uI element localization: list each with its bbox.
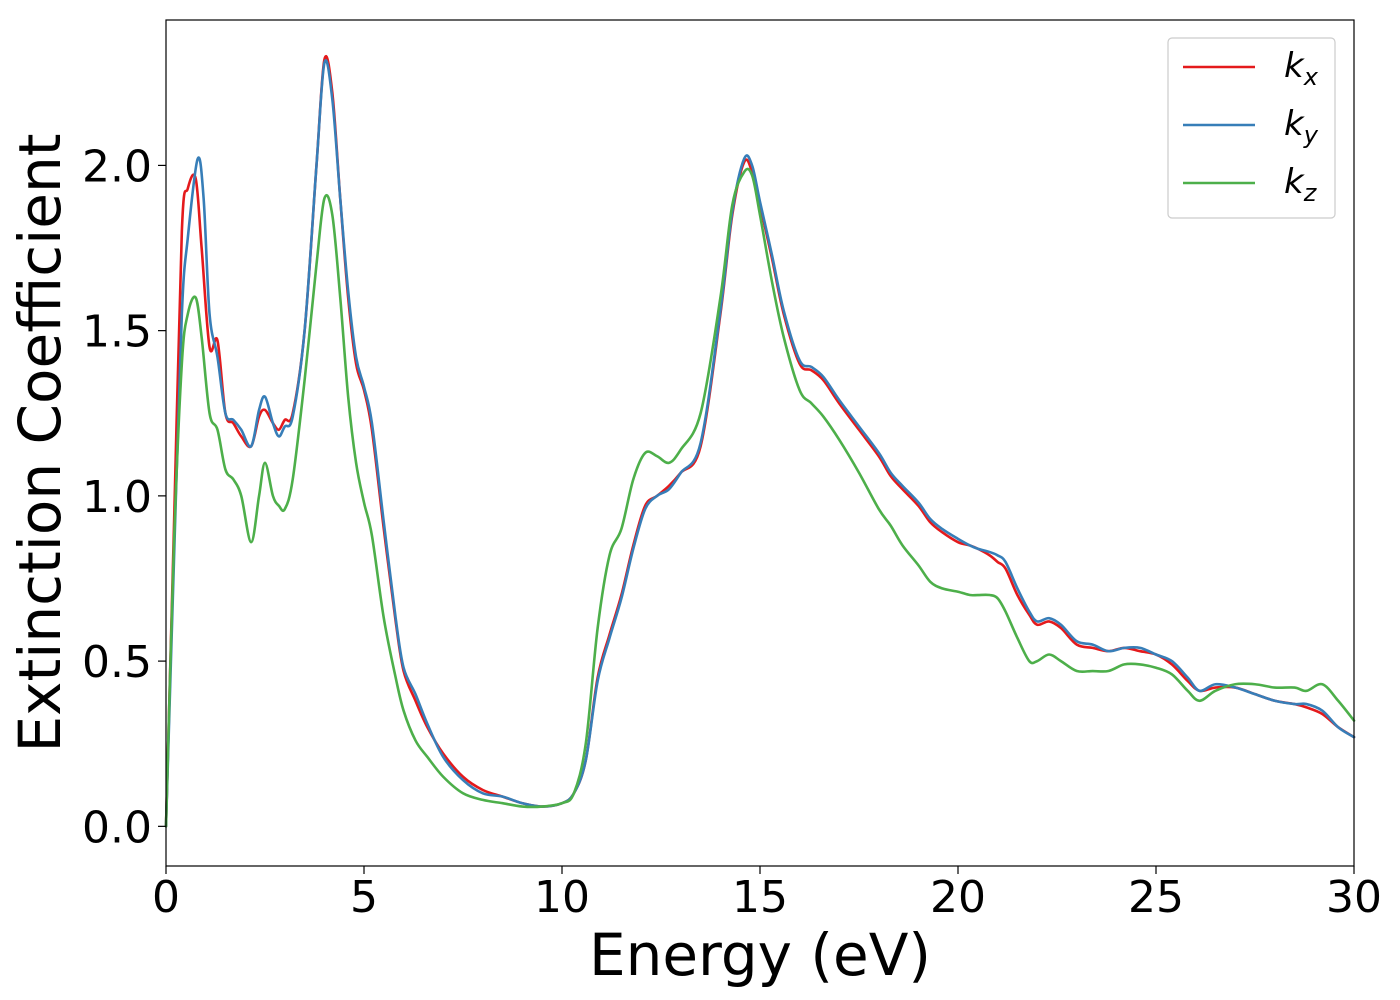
y-axis: 0.0 0.5 1.0 1.5 2.0 [82, 141, 166, 853]
y-axis-title: Extinction Coefficient [6, 134, 74, 753]
legend-box [1167, 37, 1336, 219]
x-tick-label: 10 [534, 872, 590, 923]
x-axis-title: Energy (eV) [589, 921, 931, 989]
x-tick-label: 5 [350, 872, 378, 923]
x-tick-label: 25 [1128, 872, 1184, 923]
series-layer [164, 55, 1356, 828]
series-line-y [164, 59, 1356, 828]
legend: kx ky kz [1167, 37, 1336, 219]
x-tick-label: 20 [930, 872, 986, 923]
y-tick-label: 2.0 [82, 141, 152, 192]
x-tick-label: 0 [152, 872, 180, 923]
y-tick-label: 1.0 [82, 472, 152, 523]
series-line-z [164, 167, 1356, 828]
y-tick-label: 0.0 [82, 802, 152, 853]
legend-label-z: kz [1284, 162, 1318, 207]
y-tick-label: 1.5 [82, 307, 152, 358]
x-axis: 0 5 10 15 20 25 30 [152, 866, 1382, 923]
legend-label-x: kx [1284, 46, 1319, 91]
x-tick-label: 30 [1326, 872, 1382, 923]
x-tick-label: 15 [732, 872, 788, 923]
legend-label-y: ky [1284, 104, 1319, 149]
y-tick-label: 0.5 [82, 637, 152, 688]
